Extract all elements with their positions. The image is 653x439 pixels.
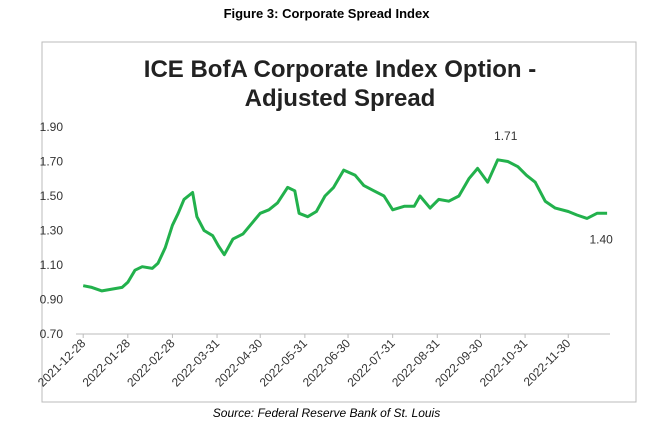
source-note: Source: Federal Reserve Bank of St. Loui…: [212, 406, 441, 420]
y-tick-label: 1.70: [40, 155, 64, 169]
y-tick-label: 1.10: [40, 258, 64, 272]
figure-title: Figure 3: Corporate Spread Index: [223, 6, 430, 21]
y-tick-label: 1.30: [40, 224, 64, 238]
y-tick-label: 1.50: [40, 189, 64, 203]
y-tick-label: 0.70: [40, 327, 64, 341]
chart-border: [41, 41, 637, 403]
chart-title: ICE BofA Corporate Index Option - Adjust…: [143, 56, 537, 112]
y-tick-label: 0.90: [40, 293, 64, 307]
data-label: 1.71: [494, 129, 518, 143]
y-tick-label: 1.90: [40, 120, 64, 134]
data-label: 1.40: [589, 232, 613, 246]
x-tick-label: 2022-11-30: [521, 336, 574, 389]
line-series: [82, 158, 608, 293]
